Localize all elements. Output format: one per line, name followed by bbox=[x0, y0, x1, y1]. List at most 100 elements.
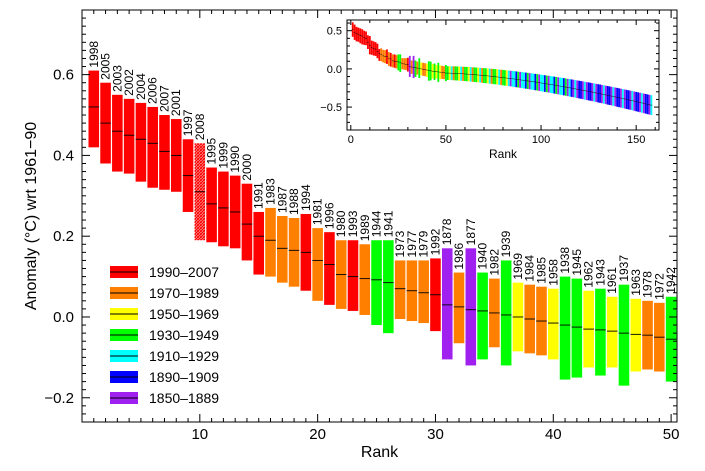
legend-label: 1850–1889 bbox=[149, 390, 219, 406]
plot-frame bbox=[81, 9, 678, 423]
year-label: 1998 bbox=[87, 41, 101, 68]
inset-bar bbox=[414, 60, 417, 77]
year-label: 1944 bbox=[370, 210, 384, 237]
x-tick-label: 20 bbox=[309, 426, 326, 443]
inset-x-tick-label: 100 bbox=[532, 134, 550, 146]
year-label: 1983 bbox=[264, 178, 278, 205]
year-label: 1979 bbox=[417, 230, 431, 257]
year-label: 1941 bbox=[381, 210, 395, 237]
x-tick-label: 30 bbox=[427, 426, 444, 443]
x-tick-label: 50 bbox=[663, 426, 680, 443]
inset-bar bbox=[378, 49, 381, 61]
inset-y-tick-label: 0.5 bbox=[327, 26, 342, 38]
year-label: 1972 bbox=[652, 273, 666, 300]
range-bar bbox=[147, 106, 158, 188]
y-tick-label: 0.0 bbox=[53, 309, 74, 326]
year-label: 1938 bbox=[558, 247, 572, 274]
year-label: 1986 bbox=[452, 243, 466, 270]
year-label: 1939 bbox=[499, 230, 513, 257]
range-bar bbox=[477, 272, 488, 360]
range-bar bbox=[606, 296, 618, 368]
inset-bar bbox=[418, 58, 421, 79]
inset-bar bbox=[427, 61, 430, 81]
year-label: 1995 bbox=[205, 138, 219, 165]
year-label: 1985 bbox=[535, 257, 549, 284]
main-plot: 1998200520032002200420062007200119972008… bbox=[23, 9, 680, 461]
inset-bar bbox=[384, 50, 386, 64]
inset-bar bbox=[376, 43, 379, 59]
inset-bar bbox=[397, 54, 400, 71]
year-label: 2007 bbox=[157, 85, 171, 112]
year-label: 1990 bbox=[228, 146, 242, 173]
inset-bar bbox=[412, 55, 415, 79]
year-label: 1997 bbox=[181, 109, 195, 136]
range-bar bbox=[371, 240, 382, 326]
range-bar bbox=[500, 260, 512, 366]
inset-x-tick-label: 150 bbox=[627, 134, 645, 146]
x-axis-title: Rank bbox=[361, 444, 399, 461]
year-label: 2004 bbox=[134, 73, 148, 100]
range-bar bbox=[618, 284, 630, 386]
inset-bar bbox=[387, 52, 390, 66]
range-bar bbox=[324, 232, 335, 305]
inset-x-axis-title: Rank bbox=[489, 147, 518, 161]
range-bar bbox=[253, 211, 265, 275]
inset-x-tick-label: 50 bbox=[440, 134, 452, 146]
inset-bar bbox=[351, 22, 354, 37]
year-label: 1969 bbox=[511, 253, 525, 280]
range-bar bbox=[159, 115, 170, 190]
year-label: 1981 bbox=[311, 198, 325, 225]
year-label: 1877 bbox=[464, 218, 478, 245]
range-bar bbox=[383, 240, 394, 334]
year-label: 2006 bbox=[146, 77, 160, 104]
y-tick-label: −0.2 bbox=[44, 390, 74, 407]
range-bar bbox=[465, 248, 477, 366]
year-label: 1992 bbox=[428, 228, 442, 255]
range-bar bbox=[441, 248, 453, 360]
year-label: 2005 bbox=[99, 53, 113, 80]
range-bar bbox=[595, 288, 606, 376]
year-label: 1942 bbox=[664, 267, 678, 294]
range-bar bbox=[630, 298, 642, 372]
year-label: 1961 bbox=[605, 267, 619, 294]
range-bar bbox=[347, 240, 359, 311]
legend-label: 1930–1949 bbox=[149, 327, 219, 343]
year-label: 1963 bbox=[629, 269, 643, 296]
year-label: 1958 bbox=[546, 259, 560, 286]
x-tick-label: 10 bbox=[191, 426, 208, 443]
range-bar bbox=[571, 278, 583, 378]
year-label: 2003 bbox=[110, 65, 124, 92]
range-bar bbox=[548, 288, 559, 360]
year-label: 1977 bbox=[405, 230, 419, 257]
year-label: 1878 bbox=[440, 218, 454, 245]
range-bar bbox=[265, 207, 276, 277]
range-bar bbox=[312, 228, 323, 301]
year-label: 1945 bbox=[570, 249, 584, 276]
range-bar bbox=[359, 244, 371, 315]
year-label: 1978 bbox=[641, 271, 655, 298]
year-label: 1987 bbox=[275, 186, 289, 213]
year-label: 1982 bbox=[487, 249, 501, 276]
year-label: 1993 bbox=[346, 210, 360, 237]
year-label: 1991 bbox=[252, 182, 266, 209]
y-tick-label: 0.6 bbox=[53, 67, 74, 84]
range-bar bbox=[559, 276, 571, 380]
legend-label: 1990–2007 bbox=[149, 264, 219, 280]
inset-bar bbox=[399, 54, 402, 72]
year-label: 1980 bbox=[334, 210, 348, 237]
range-bar bbox=[277, 216, 288, 283]
y-tick-label: 0.4 bbox=[53, 147, 74, 164]
y-axis-title: Anomaly (°C) wrt 1961−90 bbox=[23, 122, 40, 310]
inset-plot: 0 50 100 150 Rank −0.5 0.0 0.5 bbox=[320, 19, 660, 161]
range-bar bbox=[394, 260, 406, 319]
year-label: 2001 bbox=[169, 89, 183, 116]
range-bar bbox=[218, 171, 229, 247]
range-bar bbox=[135, 102, 147, 182]
inset-bar bbox=[355, 26, 358, 42]
year-label: 1984 bbox=[523, 255, 537, 282]
year-label: 1943 bbox=[593, 259, 607, 286]
year-label: 1962 bbox=[582, 261, 596, 288]
year-label: 1999 bbox=[216, 142, 230, 169]
range-bar bbox=[241, 183, 253, 261]
